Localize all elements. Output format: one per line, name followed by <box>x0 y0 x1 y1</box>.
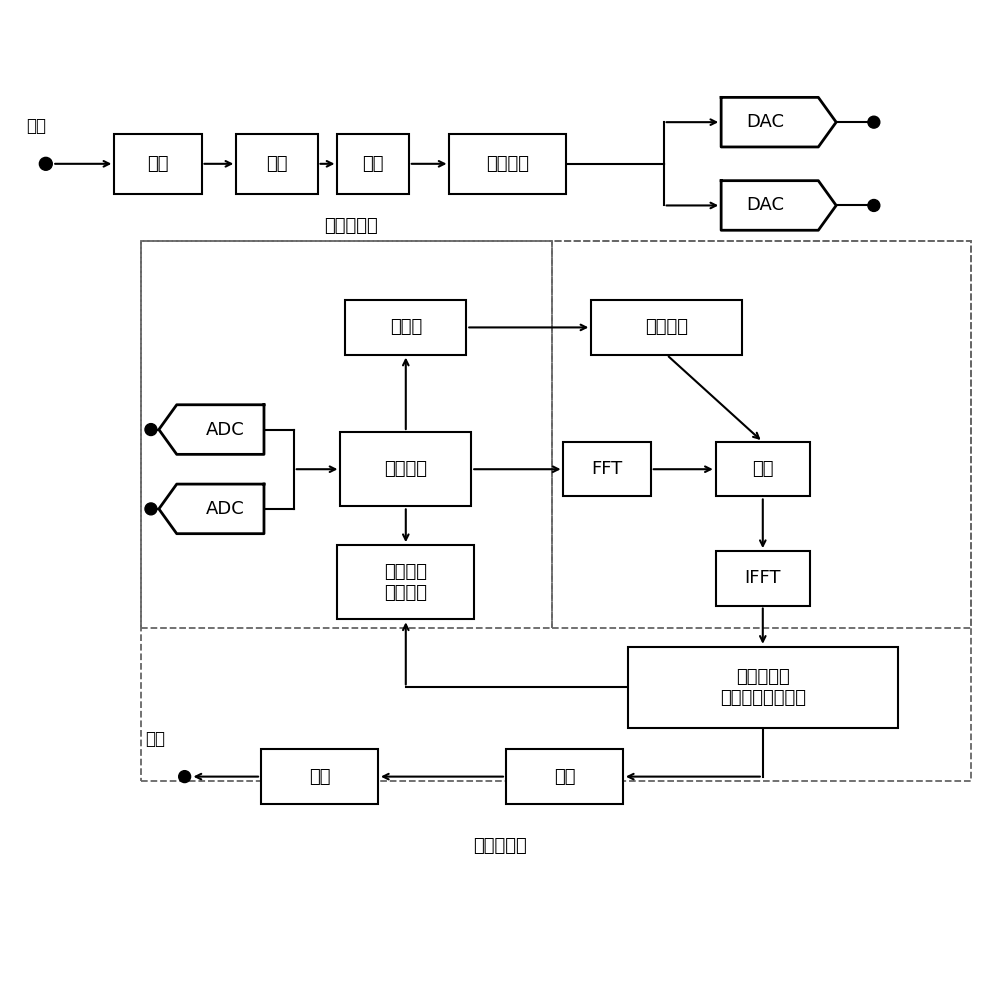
Text: ADC: ADC <box>205 499 244 518</box>
Polygon shape <box>721 180 836 230</box>
FancyBboxPatch shape <box>340 432 471 506</box>
FancyBboxPatch shape <box>449 134 566 193</box>
Text: 均衡: 均衡 <box>752 460 774 479</box>
FancyBboxPatch shape <box>716 551 810 606</box>
Text: 信道估计: 信道估计 <box>645 318 688 336</box>
FancyBboxPatch shape <box>506 749 623 804</box>
FancyBboxPatch shape <box>337 545 474 619</box>
Text: DAC: DAC <box>746 113 784 131</box>
FancyBboxPatch shape <box>716 442 810 496</box>
FancyBboxPatch shape <box>345 300 466 355</box>
Text: 调制: 调制 <box>266 155 288 172</box>
Circle shape <box>39 158 52 170</box>
Circle shape <box>179 771 191 783</box>
Text: 定时同步: 定时同步 <box>384 460 427 479</box>
FancyBboxPatch shape <box>563 442 651 496</box>
Text: 输入: 输入 <box>26 117 46 135</box>
FancyBboxPatch shape <box>114 134 202 193</box>
Polygon shape <box>721 97 836 147</box>
FancyBboxPatch shape <box>337 134 409 193</box>
Text: FFT: FFT <box>591 460 623 479</box>
Text: 帧同步: 帧同步 <box>390 318 422 336</box>
FancyBboxPatch shape <box>591 300 742 355</box>
Text: 采样定时
偏差估计: 采样定时 偏差估计 <box>384 563 427 602</box>
Text: 组帧: 组帧 <box>362 155 384 172</box>
Text: （发射机）: （发射机） <box>324 217 378 235</box>
Text: 解调: 解调 <box>554 768 575 786</box>
FancyBboxPatch shape <box>628 647 898 728</box>
Text: ADC: ADC <box>205 420 244 439</box>
Text: （接收机）: （接收机） <box>473 837 527 855</box>
Circle shape <box>145 423 157 435</box>
FancyBboxPatch shape <box>236 134 318 193</box>
Circle shape <box>145 503 157 515</box>
Circle shape <box>868 199 880 211</box>
Text: 译码: 译码 <box>309 768 330 786</box>
Text: 输出: 输出 <box>145 730 165 748</box>
Text: 成形滤波: 成形滤波 <box>486 155 529 172</box>
Text: 编码: 编码 <box>147 155 169 172</box>
FancyBboxPatch shape <box>261 749 378 804</box>
Text: DAC: DAC <box>746 196 784 214</box>
Text: IFFT: IFFT <box>745 569 781 588</box>
Polygon shape <box>159 484 264 534</box>
Circle shape <box>868 116 880 128</box>
Polygon shape <box>159 404 264 454</box>
Text: 载波同步、
相位噪声补偿抑制: 载波同步、 相位噪声补偿抑制 <box>720 668 806 707</box>
